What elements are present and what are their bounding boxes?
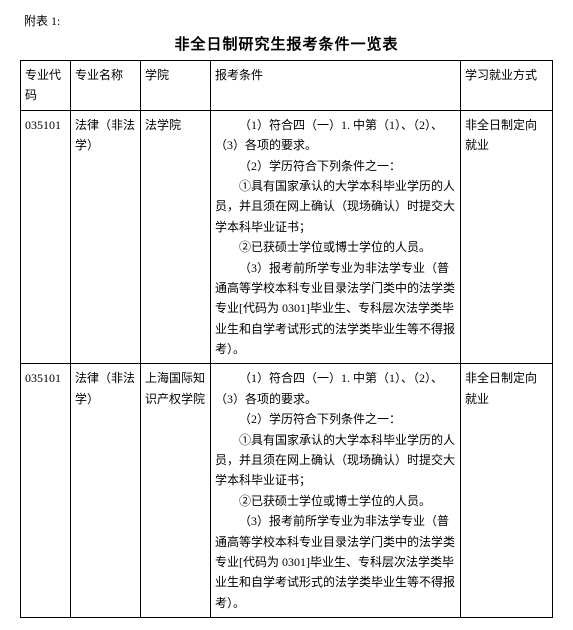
header-mode: 学习就业方式 (461, 61, 553, 111)
cond-line: （3）报考前所学专业为非法学专业（普通高等学校本科专业目录法学门类中的法学类专业… (215, 258, 456, 360)
cell-mode: 非全日制定向就业 (461, 364, 553, 618)
cond-line: （1）符合四（一）1. 中第（1）、（2）、（3）各项的要求。 (215, 368, 456, 409)
cell-name: 法律（非法学） (71, 364, 141, 618)
cell-college: 上海国际知识产权学院 (141, 364, 211, 618)
header-name: 专业名称 (71, 61, 141, 111)
cell-code: 035101 (21, 110, 71, 364)
header-code: 专业代码 (21, 61, 71, 111)
cell-college: 法学院 (141, 110, 211, 364)
requirements-table: 专业代码 专业名称 学院 报考条件 学习就业方式 035101 法律（非法学） … (20, 60, 553, 618)
page-title: 非全日制研究生报考条件一览表 (20, 33, 553, 54)
cell-conditions: （1）符合四（一）1. 中第（1）、（2）、（3）各项的要求。 （2）学历符合下… (211, 110, 461, 364)
cond-line: （3）报考前所学专业为非法学专业（普通高等学校本科专业目录法学门类中的法学类专业… (215, 511, 456, 613)
cell-name: 法律（非法学） (71, 110, 141, 364)
cond-line: （2）学历符合下列条件之一： (215, 409, 456, 429)
cond-line: ②已获硕士学位或博士学位的人员。 (215, 491, 456, 511)
table-row: 035101 法律（非法学） 法学院 （1）符合四（一）1. 中第（1）、（2）… (21, 110, 553, 364)
cell-conditions: （1）符合四（一）1. 中第（1）、（2）、（3）各项的要求。 （2）学历符合下… (211, 364, 461, 618)
attachment-label: 附表 1: (24, 12, 553, 29)
cond-line: ①具有国家承认的大学本科毕业学历的人员，并且须在网上确认（现场确认）时提交大学本… (215, 176, 456, 237)
cell-code: 035101 (21, 364, 71, 618)
cond-line: ①具有国家承认的大学本科毕业学历的人员，并且须在网上确认（现场确认）时提交大学本… (215, 430, 456, 491)
cond-line: （2）学历符合下列条件之一： (215, 156, 456, 176)
table-header-row: 专业代码 专业名称 学院 报考条件 学习就业方式 (21, 61, 553, 111)
cond-line: ②已获硕士学位或博士学位的人员。 (215, 237, 456, 257)
header-conditions: 报考条件 (211, 61, 461, 111)
table-row: 035101 法律（非法学） 上海国际知识产权学院 （1）符合四（一）1. 中第… (21, 364, 553, 618)
cell-mode: 非全日制定向就业 (461, 110, 553, 364)
header-college: 学院 (141, 61, 211, 111)
cond-line: （1）符合四（一）1. 中第（1）、（2）、（3）各项的要求。 (215, 115, 456, 156)
